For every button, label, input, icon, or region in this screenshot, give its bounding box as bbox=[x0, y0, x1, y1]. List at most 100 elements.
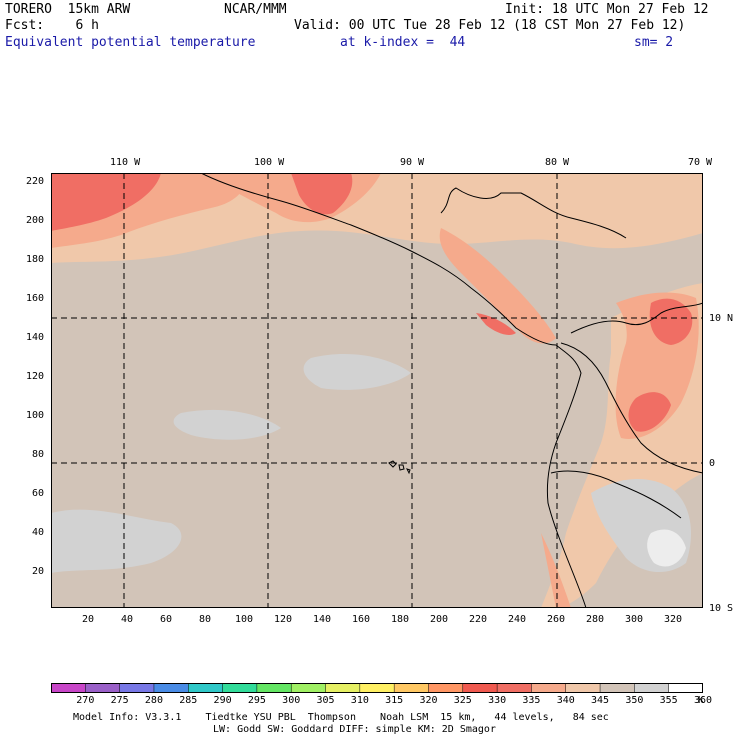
valid-time: Valid: 00 UTC Tue 28 Feb 12 (18 CST Mon … bbox=[294, 18, 686, 33]
colorbar-label: 275 bbox=[110, 695, 129, 706]
colorbar-swatch bbox=[85, 683, 121, 693]
lat-label: 10 S bbox=[709, 603, 734, 614]
lon-label: 110 W bbox=[110, 157, 141, 168]
smoothing-info: sm= 2 bbox=[634, 35, 674, 50]
y-tick-label: 180 bbox=[26, 254, 45, 265]
colorbar-swatch bbox=[496, 683, 533, 693]
field-350-central-ocean bbox=[303, 353, 411, 390]
x-tick-label: 240 bbox=[508, 614, 527, 625]
x-tick-label: 100 bbox=[235, 614, 254, 625]
colorbar-label: 355 bbox=[659, 695, 678, 706]
lon-label: 100 W bbox=[254, 157, 285, 168]
lon-label: 70 W bbox=[688, 157, 713, 168]
level-info: at k-index = 44 bbox=[340, 35, 466, 50]
colorbar-unit: K bbox=[698, 695, 705, 706]
x-tick-label: 280 bbox=[586, 614, 605, 625]
colorbar-swatch bbox=[359, 683, 395, 693]
field-330-mexico-south bbox=[291, 173, 353, 215]
colorbar-label: 360 bbox=[693, 695, 713, 706]
field-330-caribbean-blob bbox=[628, 392, 671, 432]
lon-label: 80 W bbox=[545, 157, 570, 168]
x-tick-label: 20 bbox=[82, 614, 95, 625]
y-tick-label: 160 bbox=[26, 293, 45, 304]
colorbar-label: 280 bbox=[144, 695, 163, 706]
y-tick-label: 40 bbox=[32, 527, 45, 538]
field-name: Equivalent potential temperature bbox=[5, 35, 256, 50]
colorbar-label: 305 bbox=[316, 695, 335, 706]
lon-label: 90 W bbox=[400, 157, 425, 168]
colorbar-label: 320 bbox=[419, 695, 438, 706]
colorbar-swatch bbox=[634, 683, 670, 693]
field-355-andes-core bbox=[647, 529, 686, 567]
colorbar-label: 300 bbox=[282, 695, 301, 706]
init-time: Init: 18 UTC Mon 27 Feb 12 bbox=[505, 2, 709, 17]
x-tick-label: 220 bbox=[469, 614, 488, 625]
colorbar-swatch bbox=[599, 683, 636, 693]
map-frame bbox=[51, 173, 703, 608]
colorbar-swatch bbox=[119, 683, 155, 693]
y-tick-label: 80 bbox=[32, 449, 45, 460]
field-350-west-ocean bbox=[51, 509, 182, 573]
coastlines bbox=[200, 173, 703, 608]
coastline-south-america-west bbox=[546, 344, 587, 608]
galapagos-islands bbox=[388, 460, 411, 475]
x-tick-label: 120 bbox=[274, 614, 293, 625]
colorbar-label: 350 bbox=[625, 695, 644, 706]
organization: NCAR/MMM bbox=[224, 2, 287, 17]
x-tick-label: 180 bbox=[391, 614, 410, 625]
field-330-panama bbox=[476, 313, 516, 336]
graticule bbox=[51, 173, 703, 608]
colorbar-label: 335 bbox=[522, 695, 541, 706]
y-tick-label: 220 bbox=[26, 176, 45, 187]
field-330-nw-corner bbox=[51, 173, 161, 231]
colorbar bbox=[51, 683, 703, 693]
coastline-caribbean bbox=[440, 187, 627, 239]
lat-label: 10 N bbox=[709, 313, 734, 324]
x-tick-label: 140 bbox=[313, 614, 332, 625]
x-tick-label: 260 bbox=[547, 614, 566, 625]
colorbar-swatch bbox=[290, 683, 327, 693]
colorbar-swatch bbox=[531, 683, 567, 693]
x-tick-label: 60 bbox=[160, 614, 173, 625]
colorbar-label: 330 bbox=[488, 695, 507, 706]
country-border bbox=[560, 342, 703, 474]
y-tick-label: 200 bbox=[26, 215, 45, 226]
colorbar-swatch bbox=[428, 683, 464, 693]
y-tick-label: 100 bbox=[26, 410, 45, 421]
x-tick-label: 80 bbox=[199, 614, 212, 625]
forecast-hour: Fcst: 6 h bbox=[5, 18, 99, 33]
colorbar-swatch bbox=[256, 683, 292, 693]
colorbar-swatch bbox=[188, 683, 224, 693]
country-border bbox=[550, 470, 682, 519]
field-350-south-ocean bbox=[173, 409, 281, 440]
colorbar-label: 345 bbox=[591, 695, 610, 706]
x-tick-label: 320 bbox=[664, 614, 683, 625]
field-335-central-america bbox=[439, 228, 556, 344]
colorbar-label: 340 bbox=[556, 695, 575, 706]
colorbar-swatch bbox=[325, 683, 361, 693]
colorbar-swatch bbox=[462, 683, 498, 693]
x-tick-label: 40 bbox=[121, 614, 134, 625]
colorbar-label: 290 bbox=[213, 695, 232, 706]
colorbar-label: 325 bbox=[453, 695, 472, 706]
colorbar-label: 295 bbox=[247, 695, 266, 706]
theta-e-map bbox=[51, 173, 703, 608]
colorbar-label: 270 bbox=[76, 695, 95, 706]
colorbar-swatch bbox=[153, 683, 190, 693]
colorbar-swatch bbox=[668, 683, 703, 693]
x-tick-label: 200 bbox=[430, 614, 449, 625]
y-tick-label: 120 bbox=[26, 371, 45, 382]
colorbar-label: 285 bbox=[179, 695, 198, 706]
field-330-venezuela bbox=[649, 298, 693, 345]
y-tick-label: 140 bbox=[26, 332, 45, 343]
colorbar-swatch bbox=[393, 683, 430, 693]
coastline-mexico-central-america bbox=[200, 173, 557, 346]
field-335-peru-coast bbox=[541, 533, 571, 608]
model-info-line1: Model Info: V3.3.1 Tiedtke YSU PBL Thomp… bbox=[73, 712, 609, 723]
colorbar-label: 315 bbox=[385, 695, 404, 706]
colorbar-swatch bbox=[222, 683, 258, 693]
x-tick-label: 160 bbox=[352, 614, 371, 625]
model-info-line2: LW: Godd SW: Goddard DIFF: simple KM: 2D… bbox=[213, 724, 496, 735]
colorbar-swatch bbox=[565, 683, 601, 693]
lat-label: 0 bbox=[709, 458, 716, 469]
